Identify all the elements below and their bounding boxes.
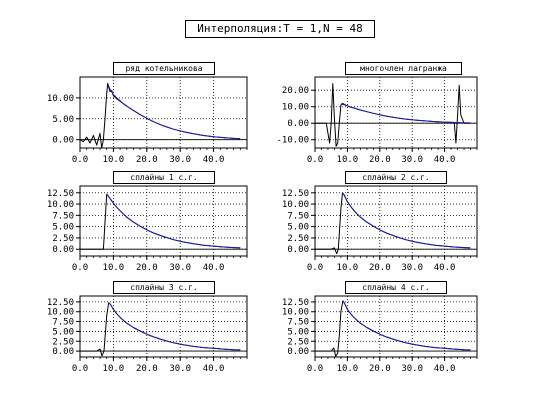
- x-tick-label: 10.0: [103, 263, 125, 273]
- y-tick-label: 2.50: [287, 337, 309, 347]
- y-tick-label: 0.00: [52, 347, 74, 357]
- y-tick-label: 12.50: [47, 189, 74, 199]
- x-tick-label: 40.0: [434, 155, 456, 165]
- y-tick-label: 5.00: [287, 223, 309, 233]
- y-tick-label: 7.50: [287, 318, 309, 328]
- x-tick-label: 0.0: [72, 364, 88, 374]
- plot-title: сплайны 4 с.г.: [345, 281, 447, 294]
- plot-title: ряд котельникова: [113, 62, 215, 75]
- x-tick-label: 0.0: [72, 155, 88, 165]
- x-tick-label: 40.0: [434, 263, 456, 273]
- series-line-2: [342, 192, 471, 249]
- x-tick-label: 40.0: [203, 364, 225, 374]
- plot-5: 0.0 10.0 20.0 30.0 40.0 0.002.505.007.5010.00…: [47, 295, 248, 374]
- plot-2: 0.0 10.0 20.0 30.0 40.0 -10.00 0.00 10.00 20.00: [276, 76, 478, 165]
- series-line-2: [106, 193, 241, 249]
- series-line-2: [342, 300, 471, 351]
- y-tick-label: 7.50: [52, 318, 74, 328]
- x-tick-label: 30.0: [169, 155, 191, 165]
- plot-frame: [314, 76, 478, 149]
- x-tick-label: 40.0: [203, 155, 225, 165]
- y-tick-label: 0.00: [287, 119, 309, 129]
- x-tick-label: 10.0: [337, 263, 359, 273]
- plot-frame: [79, 295, 248, 358]
- x-tick-label: 30.0: [169, 364, 191, 374]
- y-tick-label: 5.00: [52, 115, 74, 125]
- y-tick-label: 0.00: [287, 347, 309, 357]
- x-tick-label: 20.0: [369, 155, 391, 165]
- x-tick-label: 30.0: [401, 263, 423, 273]
- plot-6: 0.0 10.0 20.0 30.0 40.0 0.002.505.007.5010.00…: [282, 295, 478, 374]
- y-tick-label: 12.50: [282, 298, 309, 308]
- x-tick-label: 40.0: [203, 263, 225, 273]
- y-tick-label: 5.00: [52, 223, 74, 233]
- y-tick-label: 7.50: [52, 211, 74, 221]
- x-tick-label: 20.0: [136, 364, 158, 374]
- plot-title: сплайны 1 с.г.: [113, 171, 215, 184]
- y-tick-label: 20.00: [282, 86, 309, 96]
- y-tick-label: 5.00: [287, 327, 309, 337]
- x-tick-label: 30.0: [401, 155, 423, 165]
- plot-3: 0.0 10.0 20.0 30.0 40.0 0.002.505.00 7.5010.00…: [47, 185, 248, 273]
- figure-title: Интерполяция:T = 1,N = 48: [185, 20, 375, 38]
- y-tick-label: 2.50: [52, 337, 74, 347]
- y-tick-label: 10.00: [47, 308, 74, 318]
- plot-frame: [314, 295, 478, 358]
- x-tick-label: 20.0: [136, 155, 158, 165]
- y-tick-label: -10.00: [276, 136, 309, 146]
- y-tick-label: 0.00: [52, 245, 74, 255]
- x-tick-label: 0.0: [307, 263, 323, 273]
- y-tick-label: 2.50: [52, 234, 74, 244]
- y-tick-label: 10.00: [47, 94, 74, 104]
- y-tick-label: 0.00: [287, 245, 309, 255]
- x-tick-label: 20.0: [369, 364, 391, 374]
- plot-frame: [79, 185, 248, 257]
- y-tick-label: 12.50: [47, 298, 74, 308]
- y-tick-label: 10.00: [282, 103, 309, 113]
- y-tick-label: 0.00: [52, 136, 74, 146]
- x-tick-label: 10.0: [103, 155, 125, 165]
- x-tick-label: 10.0: [337, 155, 359, 165]
- plot-frame: [314, 185, 478, 257]
- plot-title: сплайны 2 с.г.: [345, 171, 447, 184]
- y-tick-label: 2.50: [287, 234, 309, 244]
- y-tick-label: 10.00: [282, 200, 309, 210]
- plot-title: сплайны 3 с.г.: [113, 281, 215, 294]
- plot-1: 0.0 10.0 20.0 30.0 40.0 0.00 5.00 10.00: [47, 76, 248, 165]
- x-tick-label: 30.0: [401, 364, 423, 374]
- y-tick-label: 10.00: [282, 308, 309, 318]
- y-tick-label: 5.00: [52, 327, 74, 337]
- x-tick-label: 10.0: [337, 364, 359, 374]
- y-tick-label: 12.50: [282, 189, 309, 199]
- plot-frame: [79, 76, 248, 149]
- plot-title: многочлен лагранжа: [345, 62, 462, 75]
- plot-4: 0.0 10.0 20.0 30.0 40.0 0.002.505.00 7.5010.00…: [282, 185, 478, 273]
- x-tick-label: 0.0: [307, 364, 323, 374]
- series-line-2: [340, 103, 471, 124]
- series-line-2: [107, 84, 241, 140]
- x-tick-label: 20.0: [136, 263, 158, 273]
- y-tick-label: 10.00: [47, 200, 74, 210]
- y-tick-label: 7.50: [287, 211, 309, 221]
- series-line-2: [108, 302, 241, 351]
- x-tick-label: 30.0: [169, 263, 191, 273]
- x-tick-label: 0.0: [72, 263, 88, 273]
- x-tick-label: 40.0: [434, 364, 456, 374]
- x-tick-label: 20.0: [369, 263, 391, 273]
- x-tick-label: 10.0: [103, 364, 125, 374]
- x-tick-label: 0.0: [307, 155, 323, 165]
